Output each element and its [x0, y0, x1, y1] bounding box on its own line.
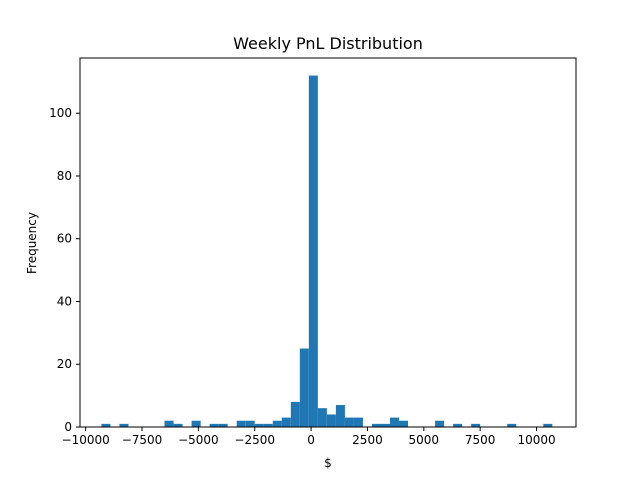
x-tick-label: 5000 — [409, 433, 440, 447]
x-tick-label: 7500 — [465, 433, 496, 447]
x-tick-label: 0 — [307, 433, 315, 447]
x-axis-ticks: −10000 −7500 −5000 −2500 0 2500 5000 7500 10000 — [62, 427, 556, 447]
histogram-bar — [380, 423, 390, 427]
histogram-bar — [335, 405, 345, 427]
histogram-bar — [371, 423, 381, 427]
y-axis-label: Frequency — [25, 212, 39, 274]
histogram-bar — [173, 423, 183, 427]
histogram-bar — [399, 420, 409, 427]
histogram-bar — [191, 420, 201, 427]
histogram-bar — [353, 417, 363, 427]
histogram-bar — [236, 420, 246, 427]
bars-group — [101, 75, 553, 428]
x-tick-label: −10000 — [62, 433, 110, 447]
histogram-bar — [326, 414, 336, 427]
y-axis-ticks: 0 20 40 60 80 100 — [49, 106, 80, 434]
histogram-bar — [453, 423, 463, 427]
histogram-bar — [263, 423, 273, 427]
chart-title: Weekly PnL Distribution — [233, 34, 423, 53]
histogram-bar — [344, 417, 354, 427]
x-tick-label: 2500 — [352, 433, 383, 447]
y-tick-label: 0 — [64, 420, 72, 434]
x-tick-label: −5000 — [178, 433, 219, 447]
histogram-bar — [119, 423, 129, 427]
histogram-bar — [254, 423, 264, 427]
y-tick-label: 20 — [57, 357, 72, 371]
histogram-bar — [317, 408, 327, 427]
histogram-bar — [245, 420, 255, 427]
histogram-bar — [209, 423, 219, 427]
histogram-bar — [543, 423, 553, 427]
histogram-bar — [471, 423, 481, 427]
histogram-bar — [308, 75, 318, 428]
histogram-bar — [164, 420, 174, 427]
histogram-bar — [101, 423, 111, 427]
histogram-bar — [435, 420, 445, 427]
x-tick-label: −7500 — [122, 433, 163, 447]
histogram-bar — [290, 401, 300, 427]
histogram-bar — [299, 348, 309, 427]
y-tick-label: 80 — [57, 169, 72, 183]
histogram-bar — [272, 420, 282, 427]
y-tick-label: 40 — [57, 294, 72, 308]
histogram-bar — [281, 417, 291, 427]
plot-frame — [79, 57, 577, 428]
histogram-bar — [218, 423, 228, 427]
y-tick-label: 100 — [49, 106, 72, 120]
histogram-bar — [390, 417, 400, 427]
y-tick-label: 60 — [57, 232, 72, 246]
histogram-bar — [507, 423, 517, 427]
x-tick-label: −2500 — [234, 433, 275, 447]
x-tick-label: 10000 — [517, 433, 555, 447]
x-axis-label: $ — [324, 456, 332, 470]
